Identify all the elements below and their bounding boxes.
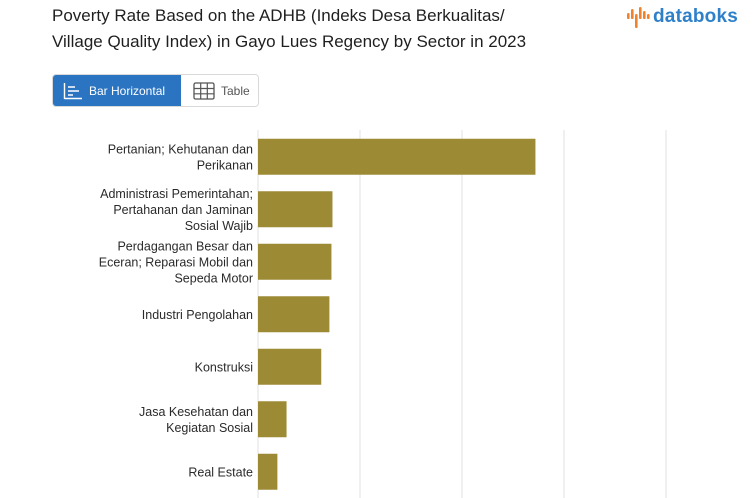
view-toggle: Bar Horizontal Table: [52, 74, 259, 107]
bar-2[interactable]: [258, 243, 332, 280]
category-label-2-line-1: Eceran; Reparasi Mobil dan: [99, 255, 253, 269]
table-icon: [193, 81, 215, 100]
category-label-6: Real Estate: [188, 465, 253, 479]
category-label-4-line-0: Konstruksi: [195, 360, 253, 374]
chart-title-line-2: Village Quality Index) in Gayo Lues Rege…: [52, 32, 527, 51]
category-label-1-line-2: Sosial Wajib: [185, 219, 253, 233]
bar-chart-icon: [63, 82, 82, 99]
tab-bar-horizontal-label: Bar Horizontal: [89, 83, 166, 98]
bar-5[interactable]: [258, 401, 287, 438]
category-label-1: Administrasi Pemerintahan; Pertahanan dan…: [100, 187, 253, 233]
bar-1[interactable]: [258, 191, 333, 228]
category-label-5: Jasa Kesehatan dan Kegiatan Sosial: [139, 405, 253, 435]
category-label-2-line-0: Perdagangan Besar dan: [117, 239, 253, 253]
category-label-0-line-1: Perikanan: [197, 158, 253, 172]
category-label-1-line-1: Pertahanan dan Jaminan: [113, 203, 253, 217]
category-label-6-line-0: Real Estate: [188, 465, 253, 479]
chart-title-line-1: Poverty Rate Based on the ADHB (Indeks D…: [52, 6, 505, 25]
category-label-3: Industri Pengolahan: [142, 308, 253, 322]
bar-3[interactable]: [258, 296, 330, 333]
databoks-logo[interactable]: databoks: [626, 4, 738, 30]
bars: [258, 138, 536, 490]
category-label-2: Perdagangan Besar dan Eceran; Reparasi Mo…: [99, 239, 253, 285]
bar-4[interactable]: [258, 348, 322, 385]
category-label-0: Pertanian; Kehutanan dan Perikanan: [108, 142, 253, 172]
chart-title: Poverty Rate Based on the ADHB (Indeks D…: [52, 3, 612, 55]
category-labels: Pertanian; Kehutanan dan Perikanan Adminis…: [99, 142, 253, 479]
tab-table-label: Table: [221, 83, 250, 98]
category-label-5-line-0: Jasa Kesehatan dan: [139, 405, 253, 419]
databoks-logo-text: databoks: [653, 6, 739, 27]
tab-bar-horizontal[interactable]: Bar Horizontal: [53, 75, 181, 106]
tab-table[interactable]: Table: [181, 75, 258, 106]
category-label-4: Konstruksi: [195, 360, 253, 374]
bar-6[interactable]: [258, 453, 278, 490]
bar-0[interactable]: [258, 138, 536, 175]
category-label-0-line-0: Pertanian; Kehutanan dan: [108, 142, 253, 156]
category-label-3-line-0: Industri Pengolahan: [142, 308, 253, 322]
category-label-2-line-2: Sepeda Motor: [174, 271, 253, 285]
category-label-1-line-0: Administrasi Pemerintahan;: [100, 187, 253, 201]
category-label-5-line-1: Kegiatan Sosial: [166, 421, 253, 435]
databoks-logo-icon: [627, 7, 650, 28]
